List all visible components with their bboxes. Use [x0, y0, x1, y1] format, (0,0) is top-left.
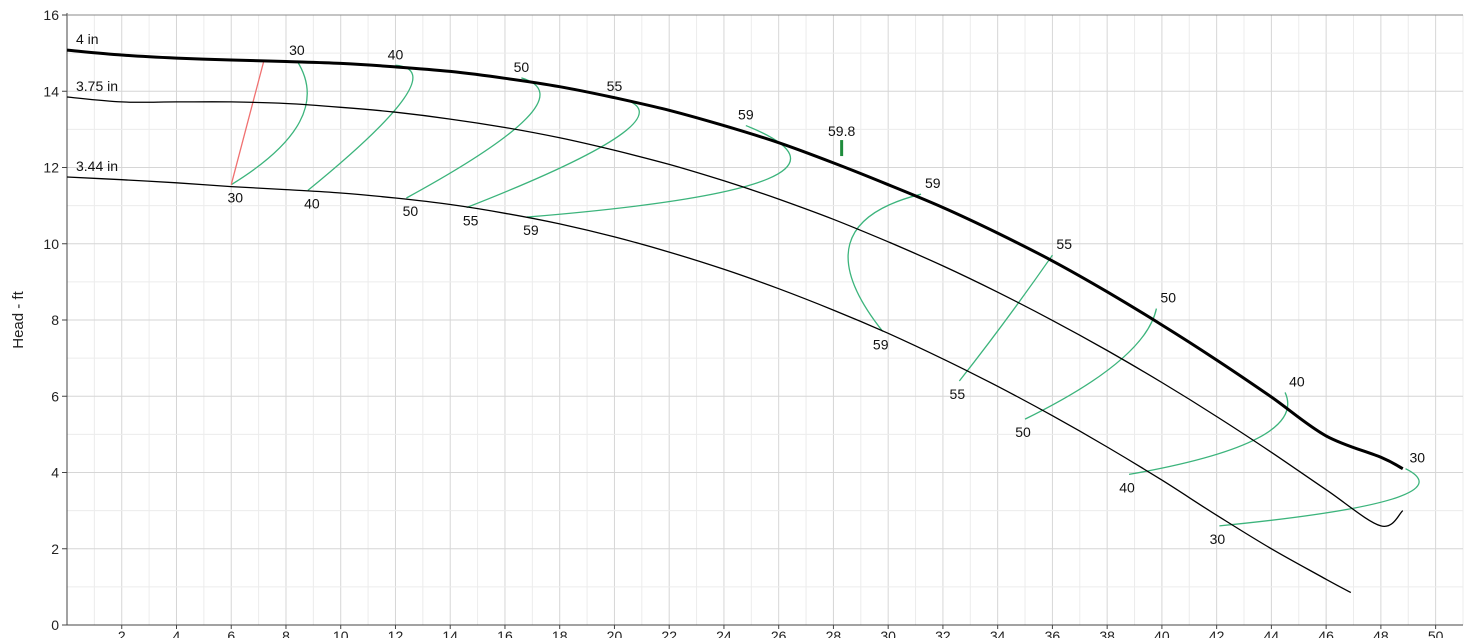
bep-label: 59.8: [828, 123, 855, 139]
x-tick-label: 44: [1264, 628, 1280, 638]
impeller-curve-3-75-in: [66, 96, 1404, 528]
efficiency-contour-55: [466, 96, 640, 209]
x-tick-label: 32: [935, 628, 951, 638]
efficiency-label-upper: 30: [289, 42, 305, 58]
efficiency-label-lower: 59: [873, 336, 889, 352]
impeller-curve-label: 3.75 in: [76, 78, 118, 94]
efficiency-label-lower: 55: [950, 386, 966, 402]
x-tick-label: 18: [552, 628, 568, 638]
x-tick-label: 46: [1318, 628, 1334, 638]
x-tick-label: 30: [880, 628, 896, 638]
min-flow-line-segment: [230, 59, 265, 185]
efficiency-label-upper: 40: [1289, 373, 1305, 389]
x-tick-label: 34: [990, 628, 1006, 638]
efficiency-contour-40: [307, 64, 414, 191]
efficiency-label-lower: 40: [1119, 479, 1135, 495]
x-tick-label: 16: [497, 628, 513, 638]
efficiency-label-lower: 30: [227, 190, 243, 206]
efficiency-label-upper: 30: [1410, 450, 1426, 466]
impeller-curve-4-in: [66, 48, 1404, 471]
efficiency-label-lower: 50: [1015, 424, 1031, 440]
x-tick-label: 36: [1045, 628, 1061, 638]
efficiency-label-lower: 30: [1210, 531, 1226, 547]
efficiency-label-upper: 55: [607, 78, 623, 94]
x-tick-label: 14: [442, 628, 458, 638]
grid: [67, 14, 1464, 625]
x-tick-label: 50: [1428, 628, 1444, 638]
impeller-curve-3-44-in: [66, 176, 1352, 594]
efficiency-label-lower: 40: [304, 195, 320, 211]
efficiency-label-upper: 50: [514, 59, 530, 75]
y-tick-label: 8: [51, 312, 59, 328]
efficiency-label-upper: 40: [388, 46, 404, 62]
efficiency-label-lower: 59: [523, 222, 539, 238]
chart-labels: 30 30 40 40 50 50 55 55 59 59 59 59 55 55 50 50 40 40 30 30…: [76, 31, 1425, 547]
efficiency-label-upper: 59: [925, 175, 941, 191]
efficiency-label-lower: 55: [463, 213, 479, 229]
y-axis-title: Head - ft: [10, 290, 27, 348]
x-tick-label: 24: [716, 628, 732, 638]
x-tick-label: 22: [661, 628, 677, 638]
efficiency-contour-59: [847, 193, 922, 332]
efficiency-label-upper: 50: [1160, 290, 1176, 306]
efficiency-label-upper: 55: [1056, 236, 1072, 252]
x-tick-label: 28: [826, 628, 842, 638]
y-tick-label: 10: [43, 236, 59, 252]
x-tick-label: 40: [1154, 628, 1170, 638]
y-tick-label: 16: [43, 7, 59, 23]
efficiency-label-upper: 59: [738, 107, 754, 123]
x-tick-label: 12: [388, 628, 404, 638]
y-tick-label: 14: [43, 83, 59, 99]
efficiency-contour-30: [1219, 468, 1420, 527]
x-tick-label: 10: [333, 628, 349, 638]
x-tick-label: 26: [771, 628, 787, 638]
x-tick-label: 48: [1373, 628, 1389, 638]
x-tick-label: 4: [173, 628, 181, 638]
y-tick-label: 12: [43, 160, 59, 176]
x-tick-label: 2: [118, 628, 126, 638]
y-tick-label: 4: [51, 465, 59, 481]
impeller-curve-label: 4 in: [76, 31, 99, 47]
efficiency-contour-50: [1024, 308, 1158, 420]
y-tick-label: 6: [51, 388, 59, 404]
efficiency-contour-55: [958, 254, 1053, 382]
efficiency-contour-30: [230, 60, 308, 186]
efficiency-contours: [230, 60, 1420, 527]
min-flow-line: [230, 59, 265, 185]
efficiency-contour-40: [1128, 392, 1289, 476]
y-tick-label: 2: [51, 541, 59, 557]
impeller-curve-label: 3.44 in: [76, 158, 118, 174]
efficiency-label-lower: 50: [403, 203, 419, 219]
x-tick-label: 42: [1209, 628, 1225, 638]
impeller-curves: [66, 48, 1404, 594]
x-tick-label: 38: [1099, 628, 1115, 638]
x-tick-label: 20: [607, 628, 623, 638]
x-tick-label: 8: [282, 628, 290, 638]
x-tick-label: 6: [227, 628, 235, 638]
y-tick-label: 0: [51, 617, 59, 633]
efficiency-contour-50: [406, 77, 541, 199]
